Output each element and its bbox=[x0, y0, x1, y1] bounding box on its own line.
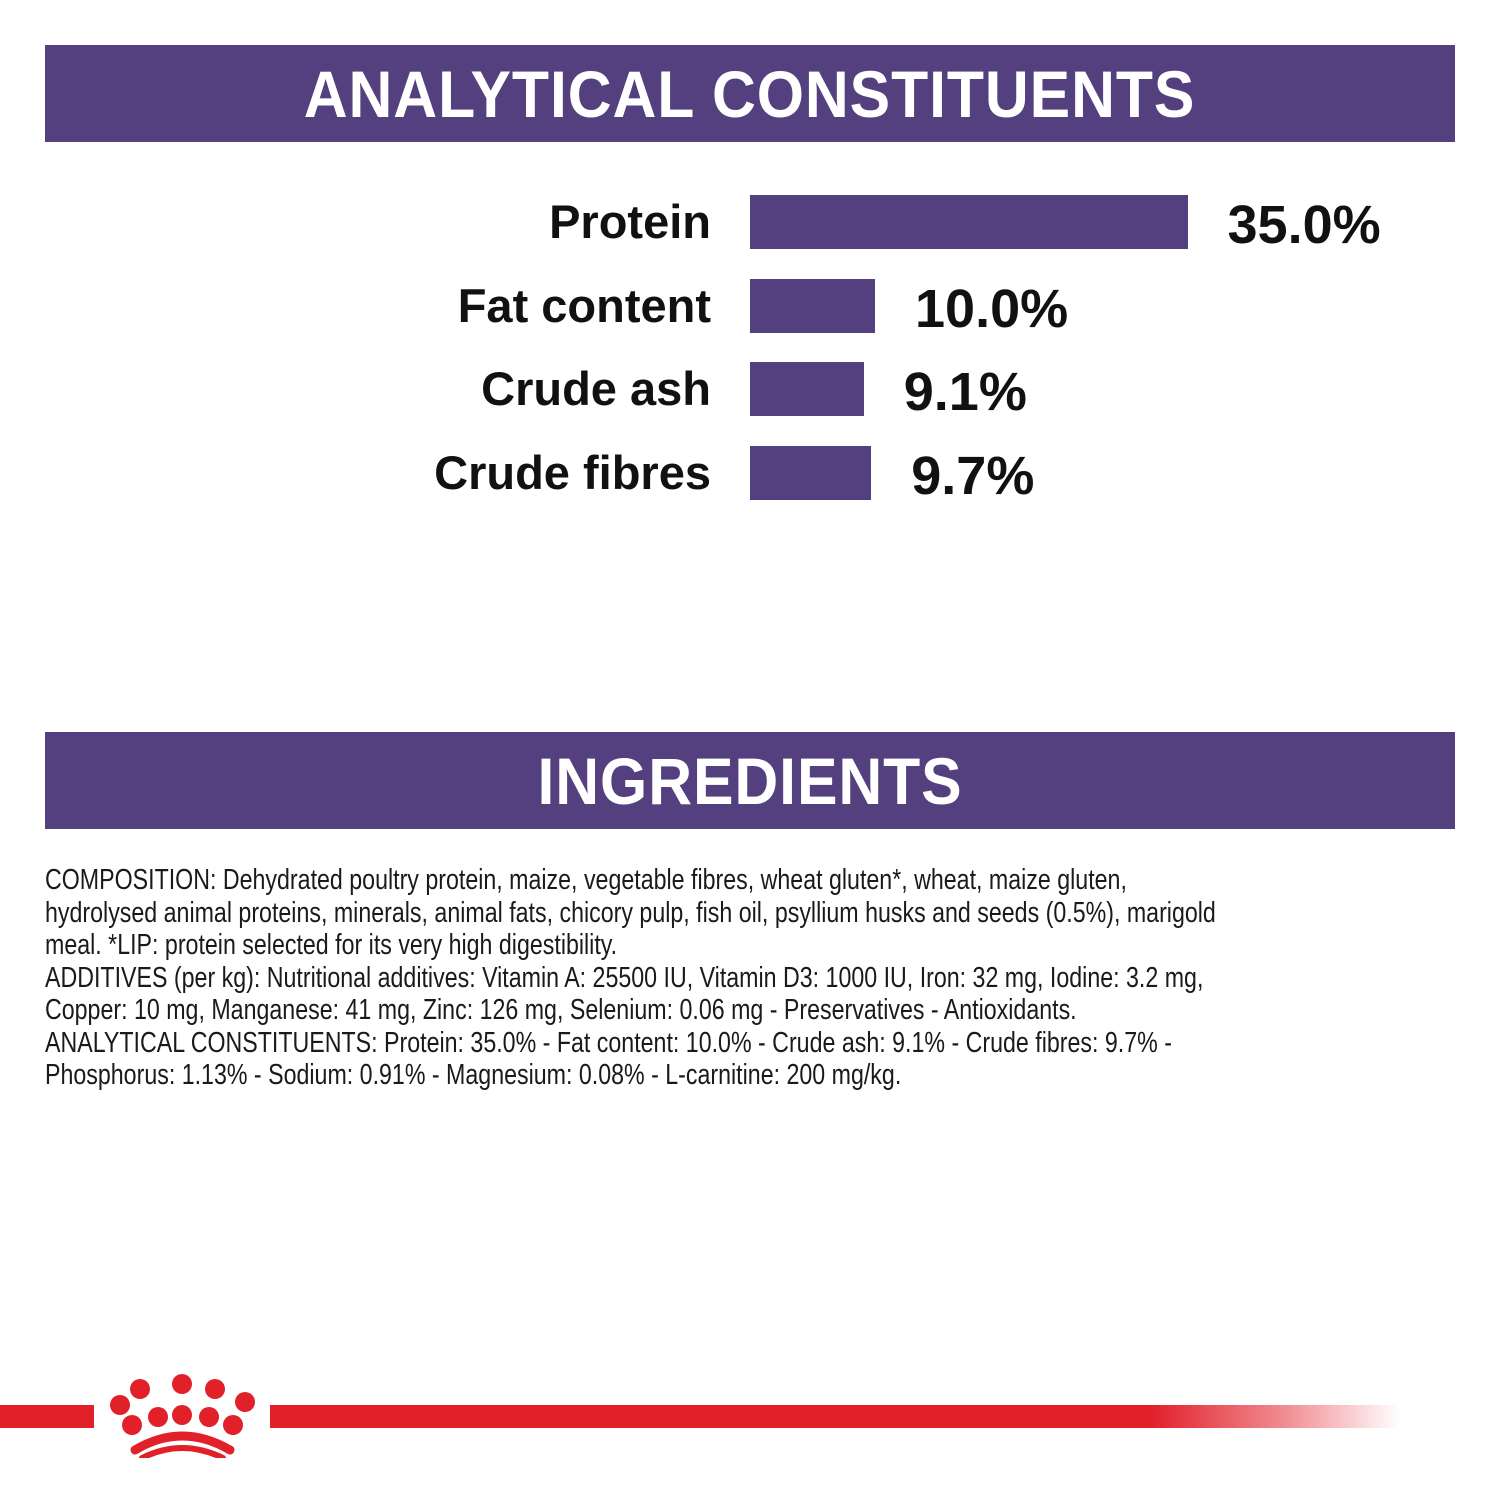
analytical-constituents-chart: Protein 35.0% Fat content 10.0% Crude ash 9.1… bbox=[0, 0, 1500, 560]
bar-label: Protein bbox=[549, 195, 711, 248]
bar bbox=[750, 278, 875, 333]
brand-stripe-right bbox=[270, 1405, 1400, 1428]
bar bbox=[750, 195, 1188, 249]
bar-label: Fat content bbox=[457, 278, 711, 332]
ingredients-line: hydrolysed animal proteins, minerals, an… bbox=[45, 896, 1216, 929]
analytical-constituents-banner: ANALYTICAL CONSTITUENTS bbox=[45, 45, 1455, 142]
ingredients-line: ANALYTICAL CONSTITUENTS: Protein: 35.0% … bbox=[45, 1026, 1172, 1059]
bar-value-label: 9.1% bbox=[903, 362, 1027, 423]
bar-value-label: 10.0% bbox=[915, 278, 1069, 339]
ingredients-line: COMPOSITION: Dehydrated poultry protein,… bbox=[45, 864, 1127, 896]
bar bbox=[750, 362, 864, 417]
ingredients-line: Phosphorus: 1.13% - Sodium: 0.91% - Magn… bbox=[45, 1059, 902, 1091]
section-title: INGREDIENTS bbox=[537, 743, 963, 818]
ingredients-text: COMPOSITION: Dehydrated poultry protein,… bbox=[45, 864, 1500, 1092]
bar-label: Crude ash bbox=[481, 362, 711, 416]
royal-canin-crown-icon bbox=[110, 1374, 255, 1458]
bar-label: Crude fibres bbox=[434, 446, 711, 500]
ingredients-line: Copper: 10 mg, Manganese: 41 mg, Zinc: 1… bbox=[45, 994, 1077, 1026]
ingredients-line: ADDITIVES (per kg): Nutritional additive… bbox=[45, 961, 1204, 994]
bar-value-label: 35.0% bbox=[1227, 195, 1381, 255]
ingredients-banner: INGREDIENTS bbox=[45, 732, 1455, 829]
bar-value-label: 9.7% bbox=[911, 446, 1035, 507]
brand-stripe-left bbox=[0, 1405, 94, 1428]
ingredients-line: meal. *LIP: protein selected for its ver… bbox=[45, 929, 618, 961]
section-title: ANALYTICAL CONSTITUENTS bbox=[304, 56, 1196, 131]
bar bbox=[750, 446, 872, 501]
